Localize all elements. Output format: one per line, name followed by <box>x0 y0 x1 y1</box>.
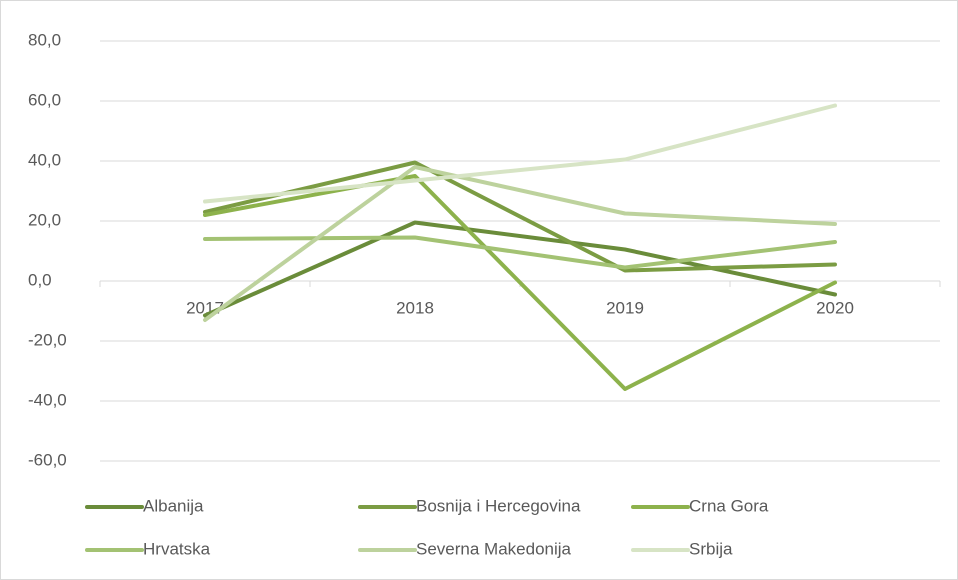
x-tick-label: 2019 <box>606 298 644 317</box>
y-tick-label: -40,0 <box>28 390 67 409</box>
series-line <box>203 103 837 204</box>
series-line <box>203 174 837 391</box>
y-tick-label: 80,0 <box>28 30 61 49</box>
y-tick-label: 20,0 <box>28 210 61 229</box>
legend-label: Hrvatska <box>143 539 211 558</box>
x-tick-label: 2018 <box>396 298 434 317</box>
series-line <box>203 220 837 318</box>
y-tick-label: 60,0 <box>28 90 61 109</box>
legend-label: Bosnija i Hercegovina <box>416 496 581 515</box>
y-tick-label: 0,0 <box>28 270 52 289</box>
legend-label: Albanija <box>143 496 204 515</box>
x-tick-label: 2020 <box>816 298 854 317</box>
y-tick-label: 40,0 <box>28 150 61 169</box>
y-tick-label: -60,0 <box>28 450 67 469</box>
series-line <box>203 235 837 270</box>
legend-label: Srbija <box>689 539 733 558</box>
series-line <box>203 160 837 273</box>
series-line <box>203 165 837 322</box>
y-tick-label: -20,0 <box>28 330 67 349</box>
legend-label: Crna Gora <box>689 496 769 515</box>
legend-label: Severna Makedonija <box>416 539 572 558</box>
